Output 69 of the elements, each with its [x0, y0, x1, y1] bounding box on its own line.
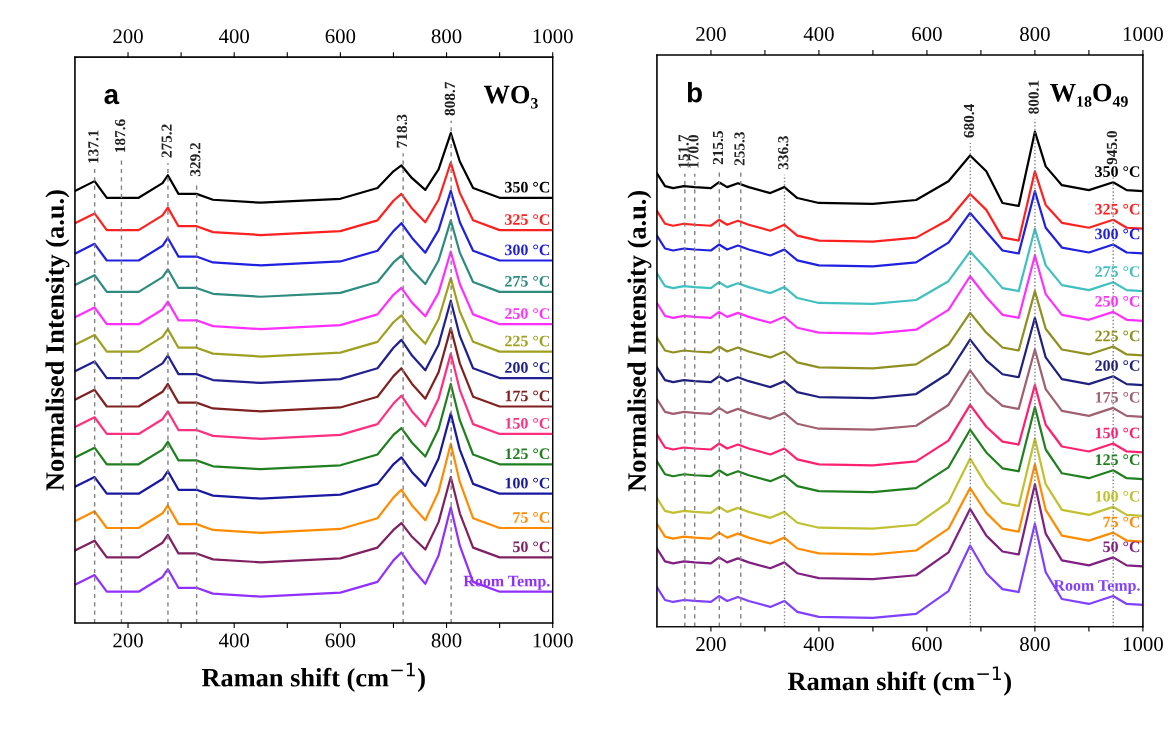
ref-line-label: 336.3 [778, 135, 789, 170]
text: b [687, 82, 702, 103]
ref-line-label: 800.1 [1028, 80, 1039, 114]
series-label: 125 °C [505, 448, 550, 460]
series-label: 75 °C [1103, 516, 1140, 528]
text: W₁₈O₄₉ [1050, 83, 1128, 107]
x2-tick-label: 600 [325, 29, 356, 44]
series-label: 350 °C [505, 181, 550, 193]
ref-line-label: 808.7 [444, 81, 456, 116]
y-axis-title: Normalised Intensity (a.u.) [627, 191, 652, 492]
x2-tick-label: 800 [1020, 26, 1050, 42]
series-label: 200 °C [505, 362, 550, 373]
series-label: 75 °C [513, 512, 550, 523]
series-label: 100 °C [505, 477, 550, 489]
x2-tick-label: 200 [113, 29, 143, 44]
series-label: 300 °C [505, 244, 550, 256]
series-label: 175 °C [505, 390, 550, 402]
series-label: 225 °C [505, 335, 550, 347]
series-label: 250 °C [505, 308, 550, 319]
x-tick-label: 400 [218, 633, 250, 648]
series-label: 50 °C [513, 541, 550, 553]
x2-tick-label: 200 [696, 26, 726, 42]
x-axis-title: Raman shift (cm$^{−1}$) [787, 666, 1011, 696]
ref-line-label: 215.5 [712, 131, 724, 165]
x2-tick-label: 400 [803, 26, 834, 42]
ref-line-label: 275.2 [161, 124, 172, 158]
ref-line-label: 680.4 [963, 104, 975, 138]
x-tick-label: 600 [912, 637, 942, 652]
x2-tick-label: 400 [218, 29, 250, 44]
series-label: 50 °C [1103, 541, 1140, 553]
x-axis-title: Raman shift (cm$^{−1}$) [201, 662, 425, 692]
series-label: 300 °C [1095, 228, 1140, 240]
x-tick-label: 800 [1020, 637, 1050, 652]
series-label: 350 °C [1095, 166, 1140, 177]
series-label: 250 °C [1095, 295, 1140, 307]
series-label: 275 °C [1095, 266, 1140, 277]
x-tick-label: 1000 [1123, 637, 1163, 652]
x2-tick-label: 800 [431, 29, 462, 44]
series-label: 200 °C [1095, 360, 1140, 372]
x-tick-label: 1000 [533, 633, 573, 648]
ref-line-label: 718.3 [396, 114, 408, 148]
series-label: Room Temp. [1053, 580, 1140, 595]
x2-tick-label: 600 [912, 26, 942, 42]
series-label: 325 °C [1095, 203, 1140, 215]
text: WO₃ [483, 85, 538, 109]
series-label: 325 °C [505, 214, 550, 225]
x-tick-label: 400 [803, 637, 834, 652]
ref-line-label: 170.0 [688, 135, 699, 168]
y-axis-title: Normalised Intensity (a.u.) [45, 190, 70, 491]
series-label: 125 °C [1095, 454, 1140, 466]
x2-tick-label: 1000 [1123, 26, 1163, 42]
ref-line-label: 151.7 [678, 134, 689, 168]
x-tick-label: 200 [696, 637, 726, 652]
series-label: 100 °C [1095, 490, 1140, 502]
text: a [104, 89, 120, 105]
series-label: 225 °C [1095, 330, 1140, 342]
series-label: 275 °C [505, 275, 550, 287]
ref-line-label: 187.6 [114, 119, 126, 152]
series-label: 150 °C [1095, 427, 1140, 439]
ref-line-label: 945.0 [1106, 131, 1118, 165]
series-label: 175 °C [1095, 391, 1140, 403]
ref-line-label: 255.3 [734, 132, 745, 166]
series-label: 150 °C [505, 417, 550, 429]
x2-tick-label: 1000 [533, 29, 573, 44]
x-tick-label: 800 [431, 633, 462, 648]
x-tick-label: 200 [113, 633, 143, 648]
x-tick-label: 600 [325, 633, 356, 648]
ref-line-label: 329.2 [190, 143, 201, 177]
ref-line-label: 137.1 [88, 130, 99, 163]
